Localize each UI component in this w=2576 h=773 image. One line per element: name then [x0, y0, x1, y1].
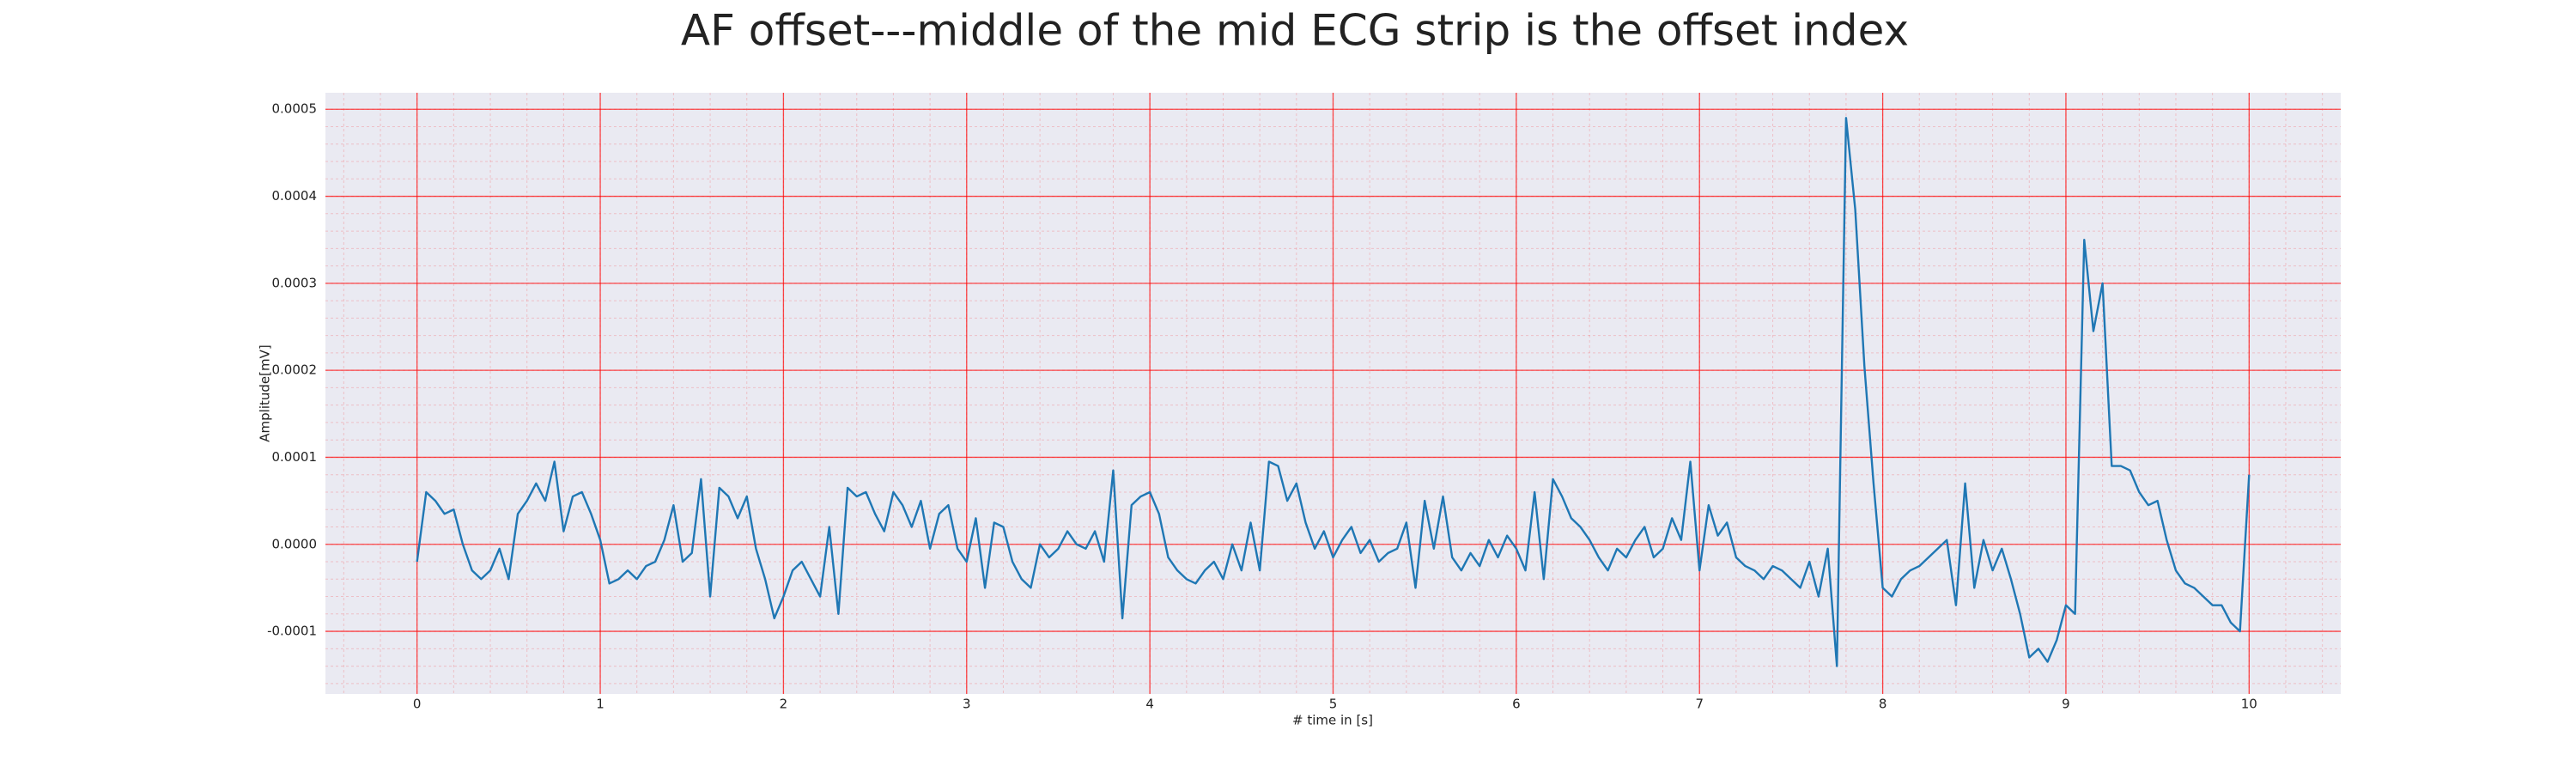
x-tick-label: 9 [2062, 697, 2070, 712]
x-tick-label: 5 [1329, 697, 1338, 712]
x-tick-label: 0 [413, 697, 422, 712]
x-axis-label: # time in [s] [1292, 713, 1373, 728]
y-tick-label: 0.0005 [272, 101, 318, 117]
marks [416, 117, 2251, 667]
x-tick-label: 2 [780, 697, 788, 712]
x-tick-label: 6 [1512, 697, 1521, 712]
ecg-line [416, 117, 2251, 667]
major-grid [325, 93, 2341, 694]
y-tick-label: 0.0002 [272, 362, 318, 378]
y-tick-label: 0.0000 [272, 536, 318, 551]
y-tick-label: 0.0003 [272, 275, 318, 290]
x-tick-label: 10 [2241, 697, 2257, 712]
chart-title: AF offset---middle of the mid ECG strip … [681, 6, 1909, 56]
x-tick-label: 8 [1879, 697, 1887, 712]
y-tick-label: 0.0001 [272, 449, 318, 465]
x-tick-label: 7 [1695, 697, 1704, 712]
y-tick-label: -0.0001 [267, 624, 317, 639]
x-tick-label: 4 [1145, 697, 1154, 712]
x-tick-label: 3 [963, 697, 971, 712]
x-tick-label: 1 [596, 697, 605, 712]
y-axis-label: Amplitude[mV] [258, 344, 273, 441]
y-tick-label: 0.0004 [272, 188, 318, 204]
